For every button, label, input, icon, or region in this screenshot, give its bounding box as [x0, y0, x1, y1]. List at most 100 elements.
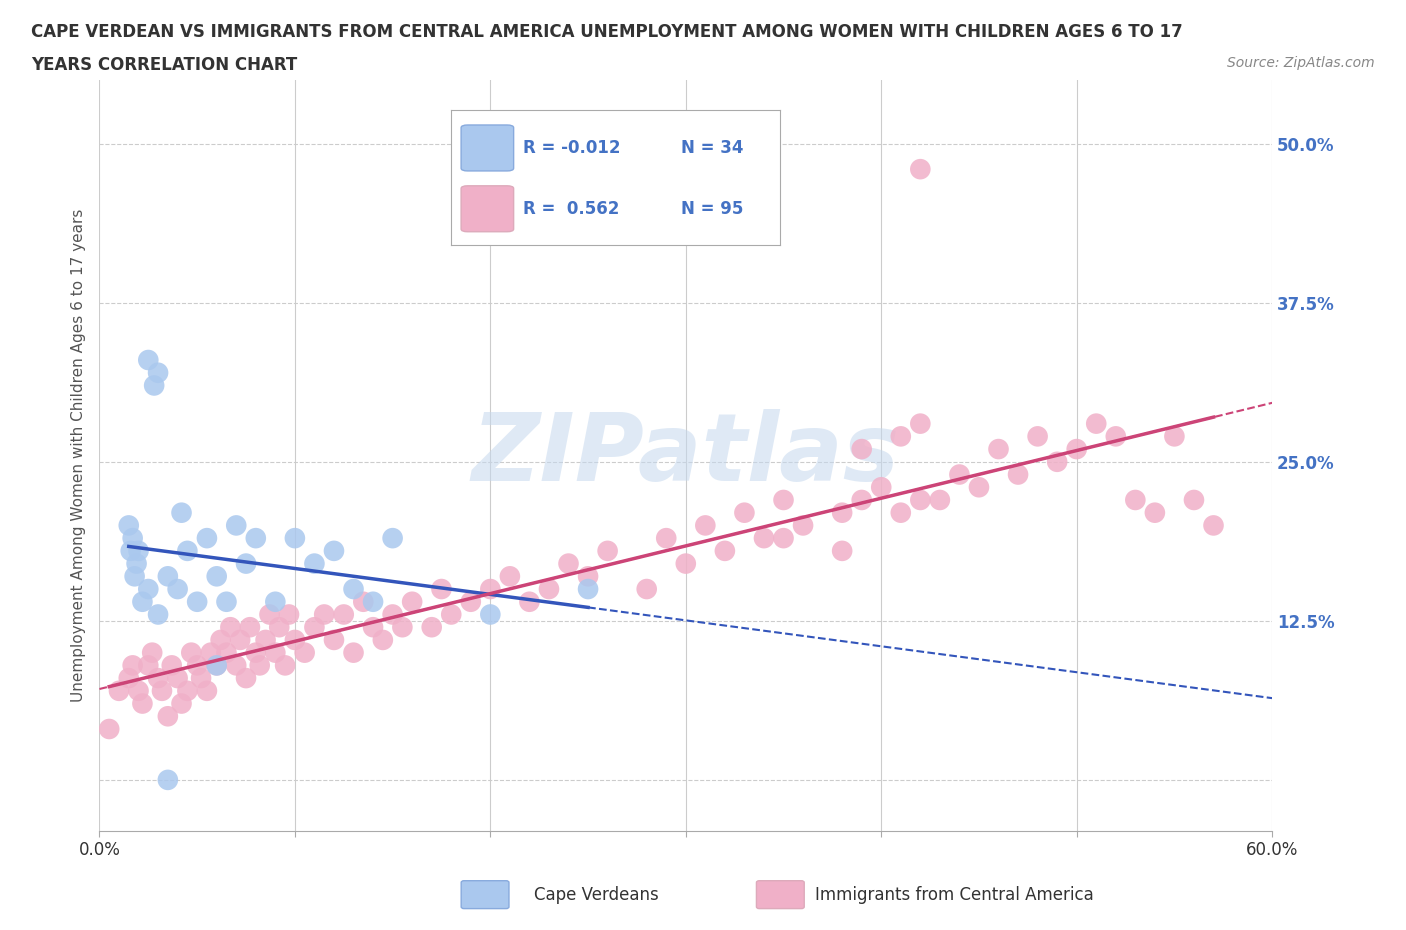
Point [361, 594, 384, 609]
Point [557, 556, 579, 571]
Point [125, 556, 148, 571]
Point [314, 607, 336, 622]
Point [596, 543, 619, 558]
Point [120, 543, 142, 558]
Point [166, 671, 188, 685]
Point [576, 581, 599, 596]
Point [519, 594, 541, 609]
Point [1123, 493, 1146, 508]
Point [342, 581, 364, 596]
Point [1163, 429, 1185, 444]
Point [1105, 429, 1128, 444]
Point [205, 569, 228, 584]
Point [249, 658, 271, 672]
Point [479, 581, 502, 596]
Point [278, 607, 301, 622]
Point [219, 619, 242, 634]
Point [136, 352, 159, 367]
Point [831, 543, 853, 558]
Point [136, 658, 159, 672]
Point [352, 594, 374, 609]
Text: CAPE VERDEAN VS IMMIGRANTS FROM CENTRAL AMERICA UNEMPLOYMENT AMONG WOMEN WITH CH: CAPE VERDEAN VS IMMIGRANTS FROM CENTRAL … [31, 23, 1182, 41]
Point [576, 569, 599, 584]
Point [166, 581, 188, 596]
Point [235, 671, 257, 685]
Point [245, 531, 267, 546]
Point [195, 531, 218, 546]
Point [1007, 467, 1029, 482]
Point [180, 645, 202, 660]
Point [890, 505, 912, 520]
Point [381, 607, 404, 622]
Point [141, 645, 163, 660]
Point [160, 658, 183, 672]
Point [118, 518, 141, 533]
Point [1182, 493, 1205, 508]
Point [136, 581, 159, 596]
Point [118, 671, 141, 685]
Point [170, 505, 193, 520]
Point [1026, 429, 1049, 444]
Point [131, 697, 153, 711]
Point [131, 594, 153, 609]
Point [121, 658, 143, 672]
Point [792, 518, 814, 533]
Point [430, 581, 453, 596]
Point [205, 658, 228, 672]
Point [675, 556, 697, 571]
Point [235, 556, 257, 571]
Point [215, 594, 238, 609]
Point [890, 429, 912, 444]
Point [714, 543, 737, 558]
Point [1046, 455, 1069, 470]
Point [361, 619, 384, 634]
Point [156, 569, 179, 584]
Point [537, 581, 560, 596]
Point [284, 531, 307, 546]
Point [294, 645, 316, 660]
Y-axis label: Unemployment Among Women with Children Ages 6 to 17 years: Unemployment Among Women with Children A… [72, 208, 86, 702]
Point [254, 632, 277, 647]
Point [910, 162, 932, 177]
Point [752, 531, 775, 546]
Point [772, 493, 794, 508]
Point [215, 645, 238, 660]
Point [205, 658, 228, 672]
Point [851, 493, 873, 508]
Text: Cape Verdeans: Cape Verdeans [534, 885, 659, 904]
Text: Immigrants from Central America: Immigrants from Central America [815, 885, 1094, 904]
Point [655, 531, 678, 546]
Point [269, 619, 291, 634]
Point [479, 607, 502, 622]
Point [176, 543, 198, 558]
Point [733, 505, 755, 520]
Point [200, 645, 222, 660]
Point [695, 518, 717, 533]
Point [124, 569, 146, 584]
Point [304, 619, 326, 634]
Point [323, 632, 346, 647]
Point [332, 607, 354, 622]
Point [176, 684, 198, 698]
Point [851, 442, 873, 457]
Point [910, 493, 932, 508]
Point [987, 442, 1010, 457]
Point [128, 543, 150, 558]
Point [128, 684, 150, 698]
Point [195, 684, 218, 698]
Point [209, 632, 232, 647]
Point [910, 417, 932, 432]
Point [401, 594, 423, 609]
Point [146, 365, 169, 380]
Point [391, 619, 413, 634]
Point [948, 467, 970, 482]
Point [190, 671, 212, 685]
Point [1085, 417, 1108, 432]
Text: Source: ZipAtlas.com: Source: ZipAtlas.com [1227, 56, 1375, 70]
Point [186, 594, 208, 609]
Point [108, 684, 131, 698]
Point [239, 619, 262, 634]
Point [772, 531, 794, 546]
Point [146, 607, 169, 622]
Point [636, 581, 658, 596]
